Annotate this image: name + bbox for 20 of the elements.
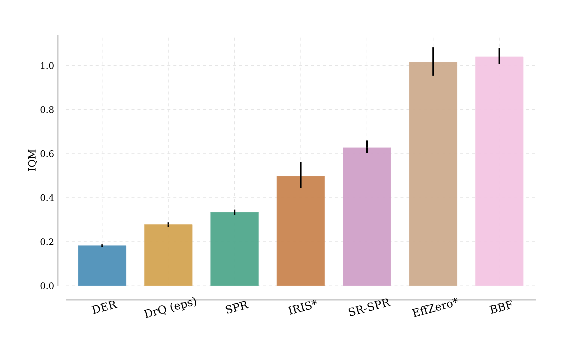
y-tick-label: 0.8 — [40, 106, 54, 114]
x-tick-label: DER — [92, 300, 118, 314]
bar — [210, 212, 259, 286]
x-tick-label: SPR — [226, 301, 250, 314]
x-tick-label: DrQ (eps) — [144, 297, 196, 318]
x-tick-label: IRIS* — [288, 300, 318, 315]
bar — [409, 62, 458, 286]
bar — [78, 246, 127, 286]
bar — [475, 56, 524, 286]
y-tick-label: 0.4 — [40, 194, 54, 202]
x-tick-label: BBF — [490, 300, 512, 314]
bar — [144, 224, 193, 286]
y-tick-label: 0.6 — [40, 150, 54, 158]
bar — [276, 176, 326, 286]
bar — [343, 148, 392, 286]
x-tick-label: SR-SPR — [348, 298, 392, 316]
y-tick-label: 1.0 — [41, 62, 54, 70]
y-axis-title: IQM — [28, 150, 38, 172]
y-tick-label: 0.2 — [40, 238, 54, 246]
y-tick-label: 0.0 — [40, 282, 54, 290]
